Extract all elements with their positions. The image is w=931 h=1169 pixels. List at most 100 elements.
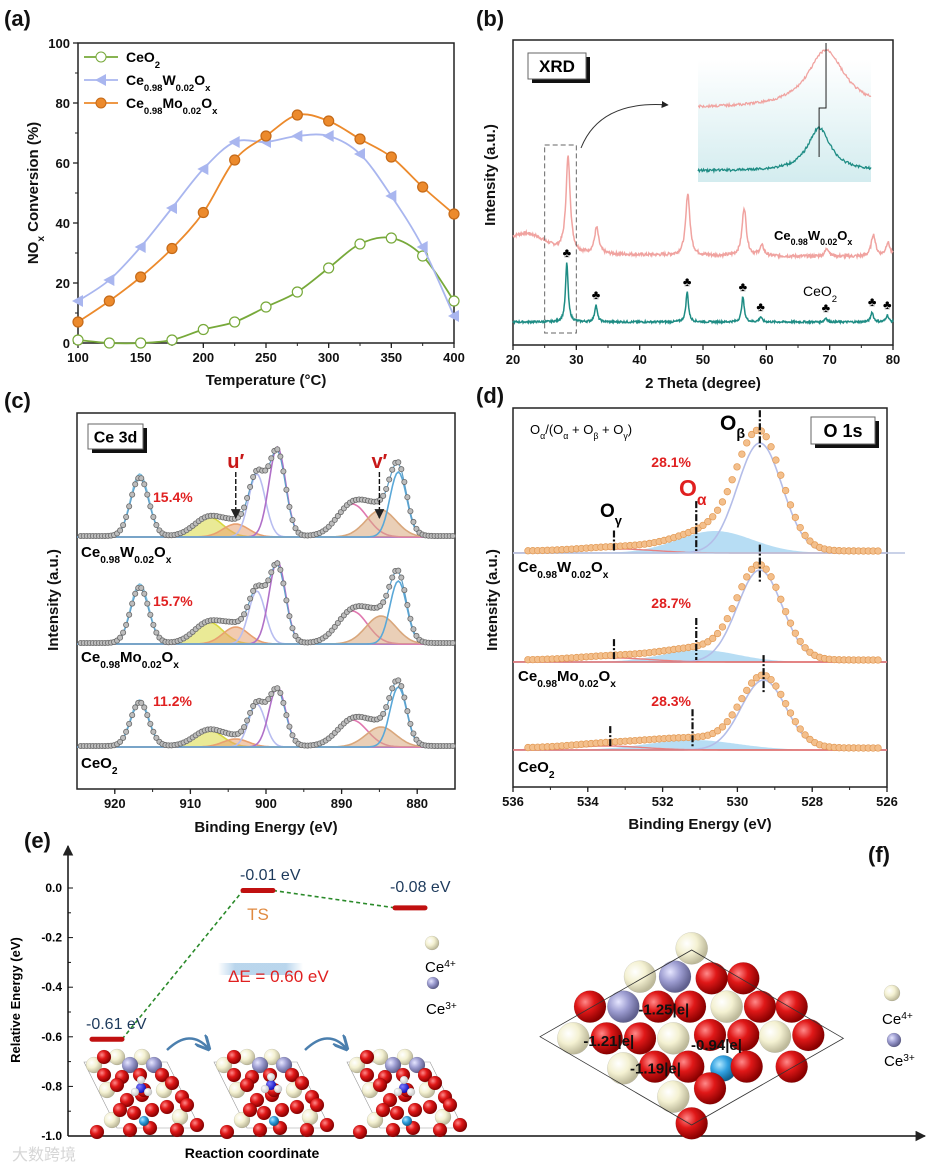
data-point — [380, 710, 387, 717]
data-point — [120, 522, 127, 529]
oxygen-atom — [89, 1124, 105, 1140]
data-point — [747, 565, 756, 573]
ratio-formula: Oα/(Oα + Oβ + Oγ) — [530, 422, 632, 441]
data-point — [410, 730, 417, 737]
ce4-atom — [657, 1022, 690, 1055]
y-axis-title: Intensity (a.u.) — [482, 124, 499, 226]
text-segment: α — [540, 431, 545, 441]
text-segment: Ce — [425, 959, 444, 976]
data-point — [383, 592, 390, 599]
legend-label: Ce0.98Mo0.02Ox — [126, 95, 218, 117]
series-label-ceo2: CeO2 — [803, 283, 837, 305]
data-point — [244, 604, 251, 611]
data-point — [126, 611, 133, 618]
ceria-peak-marker: ♣ — [683, 274, 692, 289]
panel-label: (e) — [24, 828, 51, 853]
y-tick-label: 80 — [56, 96, 70, 111]
xrd-inset — [697, 43, 872, 182]
text-segment: 0.98 — [144, 83, 163, 94]
data-point — [728, 476, 736, 484]
o-alpha-percentage: 28.1% — [651, 454, 691, 470]
data-point — [334, 513, 341, 520]
data-point — [747, 679, 756, 687]
oxygen-atom — [573, 990, 607, 1023]
data-point — [713, 629, 722, 638]
oxygen-atom — [309, 1097, 325, 1113]
data-point — [120, 629, 127, 636]
legend-ce4-marker — [883, 984, 901, 1002]
text-segment: O — [679, 475, 697, 501]
x-tick-label: 910 — [180, 796, 202, 811]
plot-frame — [77, 42, 455, 344]
text-segment: 0.02 — [820, 237, 837, 247]
peak-shift-line — [818, 43, 827, 157]
data-point — [389, 574, 396, 581]
data-point — [398, 683, 405, 690]
oxygen-atom — [112, 1102, 128, 1118]
panel-label: (d) — [476, 383, 504, 408]
text-segment: 2 — [155, 60, 160, 71]
panel-d-o1s-chart: 536 534 532 530 528 526 Binding Energy (eV) Int… — [484, 407, 905, 833]
text-segment: Ce — [882, 1011, 901, 1028]
legend-ce3-label: Ce3+ — [426, 1001, 457, 1019]
inset-pattern-CeO2 — [697, 125, 872, 174]
x-tick-label: 20 — [506, 352, 520, 367]
x-tick-label: 890 — [331, 796, 353, 811]
ce3-percentage: 15.7% — [153, 593, 193, 609]
x-tick-label: 528 — [801, 794, 823, 809]
data-point — [743, 686, 751, 694]
text-segment: O — [591, 559, 603, 576]
ce4-atom — [133, 1048, 151, 1066]
data-point — [153, 522, 160, 529]
data-point — [743, 573, 751, 581]
data-point — [132, 704, 139, 711]
text-segment: CeO — [518, 759, 549, 776]
data-point — [777, 595, 785, 603]
text-segment: O — [599, 668, 611, 685]
panel-a-conversion-chart: 100 150 200 250 300 350 400 0 20 40 60 80 100 Tempera… — [25, 36, 465, 389]
data-point — [401, 694, 408, 701]
data-point — [280, 468, 287, 475]
ce3-percentage: 11.2% — [153, 693, 192, 709]
ceria-peak-marker: ♣ — [868, 294, 877, 309]
data-point — [395, 459, 402, 466]
data-point — [874, 744, 882, 752]
data-point — [150, 513, 157, 520]
data-point — [72, 295, 83, 307]
data-point — [117, 738, 124, 745]
data-point — [132, 590, 139, 597]
data-point — [354, 238, 366, 250]
text-segment: 0.98 — [100, 555, 120, 566]
data-point — [806, 537, 814, 545]
oxygen-atom — [179, 1097, 195, 1113]
x-tick-label: 532 — [652, 794, 674, 809]
xps-spectrum-Mo: Ce0.98Mo0.02Ox 15.7% — [77, 559, 456, 671]
oxygen-atom — [249, 1092, 265, 1108]
text-segment: Mo — [120, 649, 142, 666]
data-point — [197, 323, 209, 336]
data-point — [762, 565, 770, 573]
sample-label: Ce0.98Mo0.02Ox — [81, 649, 179, 671]
data-point — [777, 690, 785, 699]
x-tick-label: 30 — [569, 352, 583, 367]
text-segment: CeO — [126, 49, 155, 65]
vacancy-atom — [138, 1115, 150, 1127]
oxygen-atom — [672, 1050, 705, 1083]
bader-charge-label: -1.19|e| — [630, 1060, 681, 1077]
x-tick-label: 40 — [632, 352, 646, 367]
text-segment: 0.02 — [134, 555, 154, 566]
text-segment: Ce — [126, 95, 144, 111]
y-tick-label: -0.2 — [41, 931, 62, 945]
data-point — [718, 623, 727, 631]
data-point — [733, 594, 741, 602]
data-point — [322, 130, 334, 142]
data-point — [286, 613, 293, 620]
ce4-atom — [366, 1111, 384, 1129]
oxygen-atom — [164, 1075, 180, 1091]
oxygen-atom — [638, 1050, 672, 1083]
data-point — [153, 734, 160, 741]
text-segment: x — [212, 106, 218, 117]
data-point — [728, 711, 736, 719]
data-point — [377, 714, 384, 721]
ce3-percentage: 15.4% — [153, 489, 193, 505]
